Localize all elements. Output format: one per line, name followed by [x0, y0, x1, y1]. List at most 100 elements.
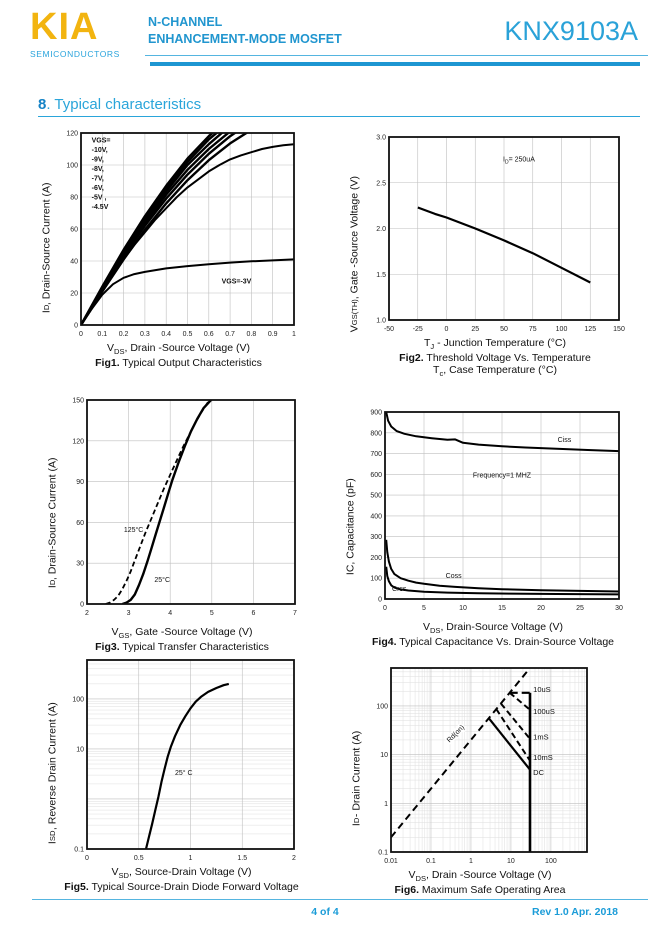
fig1-caption: Fig1. Typical Output Characteristics [95, 357, 262, 369]
svg-text:700: 700 [370, 451, 382, 458]
svg-text:5: 5 [422, 605, 426, 612]
svg-text:100: 100 [545, 858, 557, 865]
svg-text:600: 600 [370, 472, 382, 479]
title-line2: ENHANCEMENT-MODE MOSFET [148, 31, 342, 46]
section-title: . Typical characteristics [46, 96, 202, 113]
svg-text:500: 500 [370, 493, 382, 500]
svg-text:2.0: 2.0 [376, 226, 386, 233]
svg-text:0: 0 [79, 331, 83, 338]
header-rule-thin [145, 55, 648, 56]
svg-text:0.1: 0.1 [426, 858, 436, 865]
svg-text:Coss: Coss [446, 573, 462, 580]
svg-text:1.5: 1.5 [237, 855, 247, 862]
svg-text:1: 1 [469, 858, 473, 865]
fig3-caption: Fig3. Typical Transfer Characteristics [95, 641, 269, 653]
footer-revision: Rev 1.0 Apr. 2018 [532, 906, 618, 918]
svg-text:30: 30 [615, 605, 623, 612]
svg-text:10: 10 [459, 605, 467, 612]
fig1-label: Fig1. [95, 357, 120, 370]
fig4-y-axis-label: IC, Capacitance (pF) [344, 478, 357, 575]
svg-text:40: 40 [70, 259, 78, 266]
fig5-x-axis-label: VSD, Source-Drain Voltage (V) [111, 866, 252, 881]
svg-text:1: 1 [189, 855, 193, 862]
footer-page-number: 4 of 4 [311, 906, 339, 918]
svg-text:0: 0 [383, 605, 387, 612]
svg-text:0.3: 0.3 [140, 331, 150, 338]
fig1-x-axis-label: VDS, Drain -Source Voltage (V) [107, 342, 250, 357]
svg-text:100: 100 [72, 696, 84, 703]
footer-rule [32, 899, 648, 900]
svg-text:60: 60 [76, 520, 84, 527]
svg-text:900: 900 [370, 410, 382, 417]
svg-text:5: 5 [210, 610, 214, 617]
svg-text:20: 20 [537, 605, 545, 612]
svg-text:3.0: 3.0 [376, 135, 386, 142]
svg-text:20: 20 [70, 291, 78, 298]
fig2-caption: Fig2. Threshold Voltage Vs. Temperature [399, 352, 591, 364]
svg-text:1: 1 [384, 801, 388, 808]
svg-text:0.8: 0.8 [247, 331, 257, 338]
svg-text:0.9: 0.9 [268, 331, 278, 338]
svg-text:75: 75 [529, 326, 537, 333]
svg-text:0: 0 [80, 602, 84, 609]
document-title: N-CHANNEL ENHANCEMENT-MODE MOSFET [148, 14, 342, 48]
svg-text:0: 0 [74, 323, 78, 330]
svg-text:2: 2 [85, 610, 89, 617]
part-number: KNX9103A [504, 16, 638, 46]
svg-text:0.1: 0.1 [74, 847, 84, 854]
svg-text:1.0: 1.0 [376, 318, 386, 325]
fig5-caption: Fig5. Typical Source-Drain Diode Forward… [64, 881, 298, 893]
svg-text:10: 10 [380, 752, 388, 759]
logo-text: KIA [30, 6, 99, 48]
svg-text:0.01: 0.01 [384, 858, 398, 865]
svg-text:125: 125 [584, 326, 596, 333]
svg-text:0: 0 [378, 597, 382, 604]
fig3-chart: 2 3 4 5 6 7 0 30 60 90 120 150 125°C 25°C [72, 398, 297, 618]
figure-4: IC, Capacitance (pF) 0 5 10 15 20 25 30 0 100 200… [342, 405, 627, 649]
svg-text:25° C: 25° C [175, 769, 193, 777]
svg-text:Frequency=1 MHZ: Frequency=1 MHZ [473, 472, 532, 479]
svg-text:10: 10 [507, 858, 515, 865]
svg-text:400: 400 [370, 513, 382, 520]
svg-text:0.4: 0.4 [161, 331, 171, 338]
fig1-chart: 0 0.1 0.2 0.3 0.4 0.5 0.6 0.7 0.8 0.9 1 0 20 40 60 80 10… [66, 131, 296, 339]
svg-text:2: 2 [292, 855, 296, 862]
svg-text:30: 30 [76, 561, 84, 568]
svg-text:0: 0 [445, 326, 449, 333]
svg-text:80: 80 [70, 195, 78, 202]
svg-text:-25: -25 [413, 326, 423, 333]
svg-text:Rd(on): Rd(on) [446, 724, 466, 744]
svg-text:7: 7 [293, 610, 297, 617]
fig6-label: Fig6. [394, 884, 419, 897]
fig2-caption-line2: Tc, Case Temperature (°C) [433, 364, 557, 379]
fig4-x-axis-label: VDS, Drain-Source Voltage (V) [422, 621, 564, 636]
fig2-caption-text: Threshold Voltage Vs. Temperature [426, 352, 591, 365]
svg-text:60: 60 [70, 227, 78, 234]
svg-text:0.5: 0.5 [134, 855, 144, 862]
svg-text:0: 0 [85, 855, 89, 862]
svg-text:125°C: 125°C [124, 526, 144, 534]
svg-text:VGS=-3V: VGS=-3V [222, 278, 252, 285]
section-number: 8 [38, 96, 47, 113]
svg-text:1: 1 [292, 331, 296, 338]
svg-text:100: 100 [556, 326, 568, 333]
fig2-y-axis-label: V GS(TH), Gate -Source Voltage (V) [348, 176, 361, 333]
svg-text:0.1: 0.1 [378, 850, 388, 857]
section-heading: 8. Typical characteristics [38, 96, 640, 117]
svg-text:0.1: 0.1 [97, 331, 107, 338]
svg-text:DC: DC [533, 768, 544, 777]
svg-text:10: 10 [76, 746, 84, 753]
svg-text:4: 4 [168, 610, 172, 617]
svg-text:100: 100 [376, 703, 388, 710]
fig6-caption-text: Maximum Safe Operating Area [421, 884, 566, 897]
fig2-x-axis-label: TJ - Junction Temperature (°C) [423, 337, 566, 352]
svg-text:VGS=-10V,-9V,-8V,-7V,-6V,-5V ,: VGS= -10V, -9V, -8V, -7V, -6V, -5V , -4.5V [92, 138, 111, 212]
svg-text:150: 150 [613, 326, 625, 333]
svg-text:6: 6 [251, 610, 255, 617]
svg-text:25: 25 [471, 326, 479, 333]
